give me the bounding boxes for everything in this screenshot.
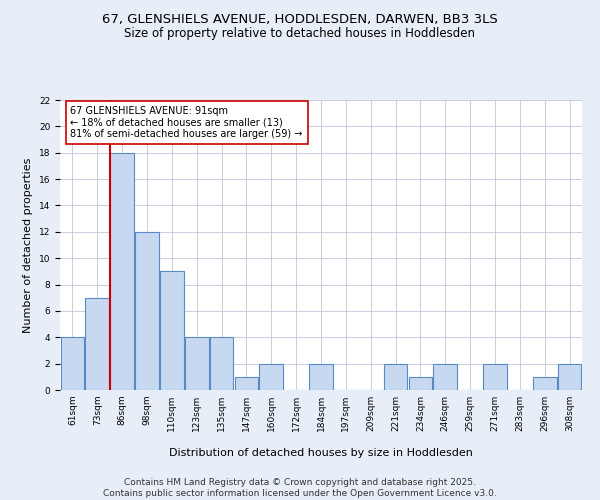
- Bar: [259, 364, 283, 390]
- Bar: [384, 364, 407, 390]
- Bar: [210, 338, 233, 390]
- Bar: [61, 338, 84, 390]
- Bar: [85, 298, 109, 390]
- Text: 67 GLENSHIELS AVENUE: 91sqm
← 18% of detached houses are smaller (13)
81% of sem: 67 GLENSHIELS AVENUE: 91sqm ← 18% of det…: [70, 106, 303, 139]
- Text: Size of property relative to detached houses in Hoddlesden: Size of property relative to detached ho…: [125, 28, 476, 40]
- Bar: [235, 377, 258, 390]
- Bar: [309, 364, 333, 390]
- Y-axis label: Number of detached properties: Number of detached properties: [23, 158, 33, 332]
- Bar: [135, 232, 159, 390]
- Bar: [558, 364, 581, 390]
- Bar: [160, 272, 184, 390]
- Bar: [483, 364, 507, 390]
- Bar: [433, 364, 457, 390]
- Text: 67, GLENSHIELS AVENUE, HODDLESDEN, DARWEN, BB3 3LS: 67, GLENSHIELS AVENUE, HODDLESDEN, DARWE…: [102, 12, 498, 26]
- Bar: [533, 377, 557, 390]
- Bar: [185, 338, 209, 390]
- Text: Contains HM Land Registry data © Crown copyright and database right 2025.
Contai: Contains HM Land Registry data © Crown c…: [103, 478, 497, 498]
- Bar: [110, 152, 134, 390]
- Bar: [409, 377, 432, 390]
- Text: Distribution of detached houses by size in Hoddlesden: Distribution of detached houses by size …: [169, 448, 473, 458]
